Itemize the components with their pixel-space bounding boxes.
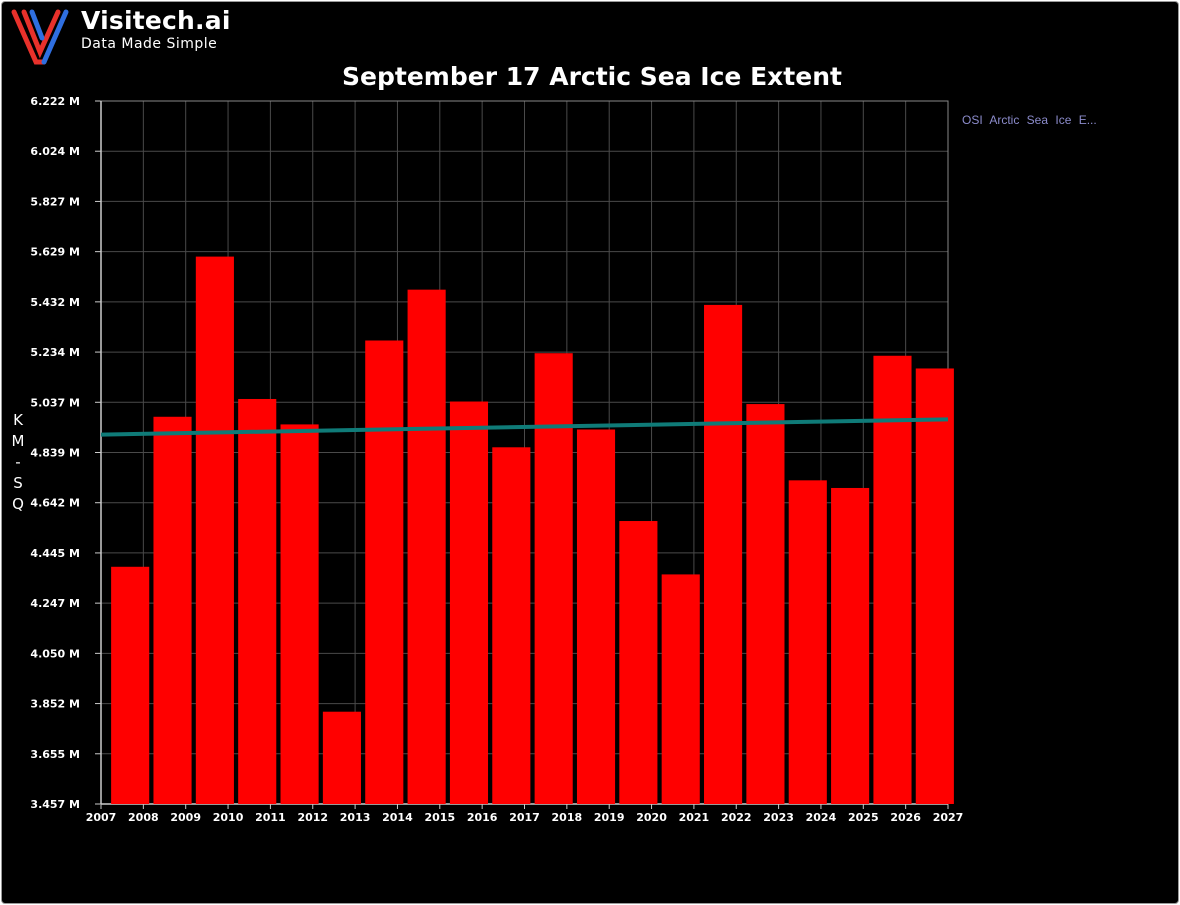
y-tick-label: 3.457 M: [30, 798, 80, 811]
x-tick-label: 2023: [763, 811, 794, 824]
x-tick-label: 2012: [297, 811, 328, 824]
y-tick-label: 6.222 M: [30, 95, 80, 108]
x-tick-label: 2024: [806, 811, 837, 824]
y-axis-label-char: Q: [12, 495, 24, 513]
y-tick-label: 4.050 M: [30, 647, 80, 660]
x-tick-label: 2013: [340, 811, 371, 824]
y-tick-label: 4.839 M: [30, 447, 80, 460]
x-tick-label: 2009: [170, 811, 201, 824]
x-tick-label: 2014: [382, 811, 413, 824]
bar: [449, 401, 489, 804]
bar: [704, 304, 743, 804]
y-axis-label-char: S: [13, 474, 23, 492]
x-tick-label: 2018: [552, 811, 583, 824]
y-tick-label: 5.629 M: [30, 246, 80, 259]
bar: [492, 447, 531, 804]
x-tick-label: 2015: [424, 811, 455, 824]
x-tick-label: 2025: [848, 811, 879, 824]
y-axis-label-char: M: [11, 432, 25, 450]
bar: [407, 289, 446, 804]
bar: [746, 404, 785, 804]
x-tick-label: 2020: [636, 811, 667, 824]
y-tick-label: 5.037 M: [30, 396, 80, 409]
bar: [619, 521, 658, 804]
bar: [111, 566, 150, 804]
bar: [661, 574, 700, 804]
bar: [153, 416, 192, 804]
y-tick-label: 3.655 M: [30, 748, 80, 761]
bar: [831, 487, 870, 804]
y-axis-label-char: K: [13, 411, 23, 429]
trend-line: [100, 417, 949, 437]
x-tick-label: 2016: [467, 811, 498, 824]
x-tick-label: 2017: [509, 811, 540, 824]
bar: [873, 355, 912, 804]
y-tick-label: 4.445 M: [30, 547, 80, 560]
y-tick-label: 4.247 M: [30, 597, 80, 610]
visitech-logo-icon: [11, 9, 69, 65]
y-tick-label: 3.852 M: [30, 698, 80, 711]
bar: [365, 340, 404, 804]
y-tick-label: 5.234 M: [30, 346, 80, 359]
x-tick-label: 2026: [890, 811, 921, 824]
bar: [238, 398, 277, 804]
bar: [576, 429, 616, 804]
y-tick-label: 4.642 M: [30, 497, 80, 510]
x-tick-label: 2022: [721, 811, 752, 824]
x-tick-label: 2010: [213, 811, 244, 824]
x-tick-label: 2007: [86, 811, 117, 824]
x-tick-label: 2011: [255, 811, 286, 824]
bar: [534, 353, 573, 804]
x-tick-label: 2021: [679, 811, 710, 824]
brand-tagline: Data Made Simple: [81, 36, 218, 52]
bar: [322, 711, 361, 804]
chart-title: September 17 Arctic Sea Ice Extent: [342, 62, 842, 91]
legend-entry[interactable]: OSI Arctic Sea Ice E...: [962, 113, 1097, 127]
y-tick-label: 6.024 M: [30, 145, 80, 158]
y-tick-label: 5.827 M: [30, 195, 80, 208]
y-tick-label: 5.432 M: [30, 296, 80, 309]
x-tick-label: 2019: [594, 811, 625, 824]
bar: [915, 368, 954, 804]
x-tick-label: 2008: [128, 811, 159, 824]
brand-name: Visitech.ai: [81, 6, 231, 35]
bar: [788, 480, 827, 804]
bar: [195, 256, 234, 805]
y-axis-label-char: -: [15, 453, 21, 471]
x-tick-label: 2027: [933, 811, 964, 824]
bar: [280, 424, 319, 804]
